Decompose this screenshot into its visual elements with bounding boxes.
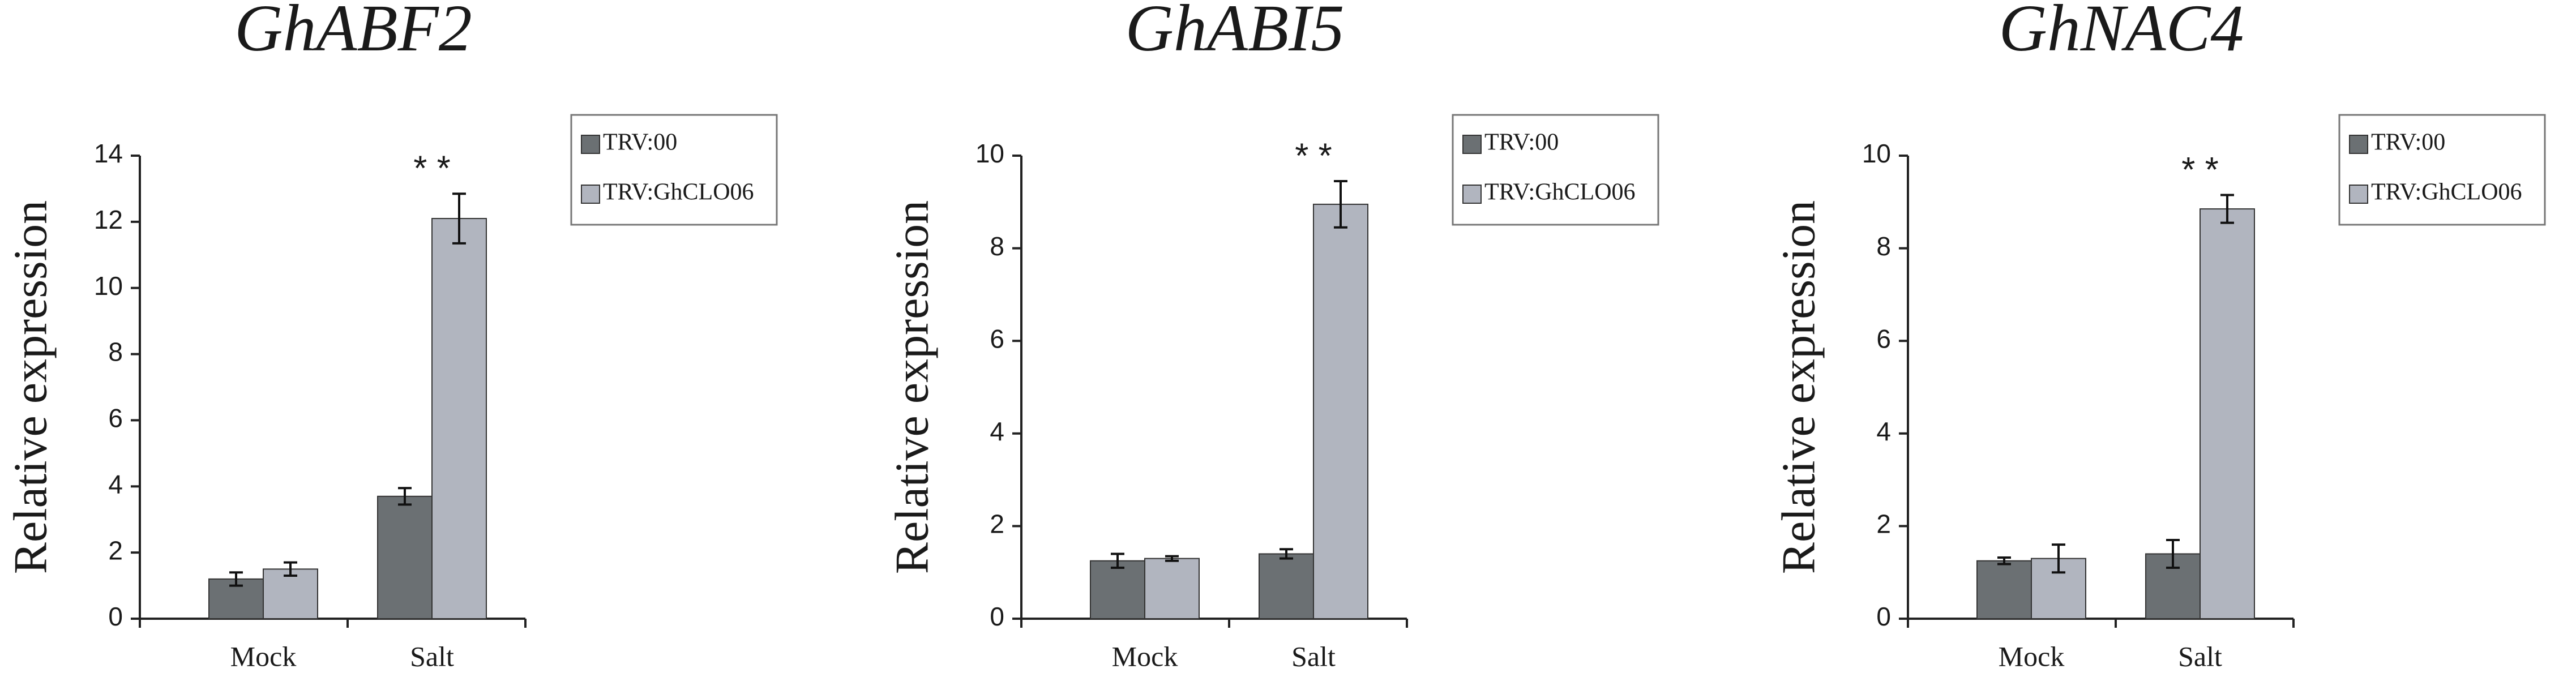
error-bar	[452, 192, 466, 245]
legend-label: TRV:00	[1484, 130, 1559, 156]
bar	[1313, 203, 1368, 619]
legend-label: TRV:00	[603, 130, 677, 156]
y-tick-label: 2	[1876, 509, 1891, 539]
legend-box	[1452, 114, 1659, 226]
y-tick-label: 12	[94, 205, 123, 234]
y-tick-label: 0	[108, 602, 123, 631]
y-tick-label: 10	[975, 139, 1004, 168]
y-tick-label: 8	[108, 337, 123, 367]
legend-label: TRV:00	[2371, 130, 2445, 156]
y-axis-label: Relative expression	[1772, 200, 1825, 574]
y-tick-label: 4	[990, 417, 1004, 446]
y-tick-label: 6	[990, 324, 1004, 353]
y-tick-label: 0	[1876, 602, 1891, 631]
y-tick-label: 8	[990, 232, 1004, 261]
error-bar	[2220, 194, 2234, 224]
bar	[1144, 558, 1200, 619]
bar	[377, 495, 433, 619]
chart-title: GhABI5	[1126, 0, 1345, 65]
x-tick-label: Mock	[1999, 640, 2065, 672]
error-bar	[398, 487, 412, 506]
y-axis-label: Relative expression	[4, 200, 57, 574]
x-tick-label: Mock	[1112, 640, 1178, 672]
significance-annotation: * *	[2181, 151, 2218, 190]
bar	[431, 218, 487, 619]
y-tick-label: 14	[94, 139, 123, 168]
legend-box	[570, 114, 778, 226]
error-bar	[1997, 556, 2011, 565]
legend-label: TRV:GhCLO06	[1484, 179, 1636, 205]
bar	[1976, 560, 2032, 619]
significance-annotation: * *	[413, 149, 450, 188]
bar	[1090, 560, 1145, 619]
x-tick-label: Salt	[1291, 640, 1336, 672]
legend-swatch	[1462, 185, 1482, 204]
error-bar	[229, 571, 243, 587]
error-bar	[1111, 552, 1124, 569]
y-tick-label: 10	[94, 271, 123, 301]
legend-swatch	[2349, 185, 2368, 204]
error-bar	[2052, 543, 2065, 574]
y-tick-label: 10	[1862, 139, 1891, 168]
legend-swatch	[2349, 135, 2368, 154]
y-tick-label: 0	[990, 602, 1004, 631]
chart-title: GhNAC4	[1999, 0, 2244, 65]
legend-swatch	[581, 135, 600, 154]
y-tick-label: 8	[1876, 232, 1891, 261]
legend-box	[2338, 114, 2546, 226]
significance-annotation: * *	[1295, 136, 1332, 175]
y-tick-label: 4	[1876, 417, 1891, 446]
x-tick-label: Salt	[410, 640, 454, 672]
error-bar	[1165, 555, 1179, 562]
bar	[1259, 553, 1314, 619]
y-tick-label: 2	[990, 509, 1004, 539]
error-bar	[2166, 538, 2180, 569]
error-bar	[1334, 179, 1347, 229]
legend-label: TRV:GhCLO06	[603, 179, 754, 205]
bar	[2200, 208, 2255, 619]
y-tick-label: 2	[108, 535, 123, 565]
x-tick-label: Salt	[2178, 640, 2222, 672]
bar	[263, 568, 318, 619]
x-tick-label: Mock	[230, 640, 297, 672]
y-tick-label: 4	[108, 469, 123, 499]
legend-swatch	[581, 185, 600, 204]
legend-swatch	[1462, 135, 1482, 154]
error-bar	[1280, 548, 1293, 560]
error-bar	[284, 561, 297, 577]
y-tick-label: 6	[1876, 324, 1891, 353]
y-axis-label: Relative expression	[885, 200, 938, 574]
chart-title: GhABF2	[234, 0, 472, 65]
legend-label: TRV:GhCLO06	[2371, 179, 2522, 205]
y-tick-label: 6	[108, 404, 123, 433]
